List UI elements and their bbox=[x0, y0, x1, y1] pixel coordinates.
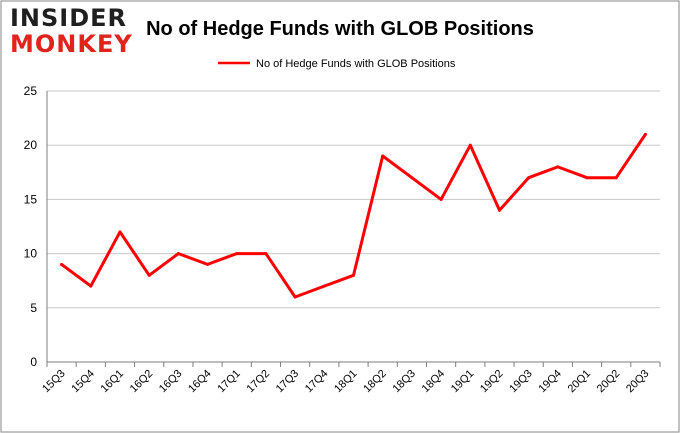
data-point bbox=[381, 154, 385, 158]
data-point bbox=[264, 252, 268, 256]
logo-line-2: MONKEY bbox=[10, 30, 133, 58]
data-point bbox=[643, 132, 647, 136]
data-point bbox=[468, 143, 472, 147]
data-point bbox=[147, 273, 151, 277]
data-point bbox=[585, 176, 589, 180]
y-tick-label: 20 bbox=[24, 138, 38, 152]
data-point bbox=[293, 295, 297, 299]
data-point bbox=[527, 176, 531, 180]
data-point bbox=[118, 230, 122, 234]
data-point bbox=[439, 197, 443, 201]
y-tick-label: 25 bbox=[24, 84, 38, 98]
data-point bbox=[60, 262, 64, 266]
y-tick-label: 15 bbox=[24, 192, 38, 206]
data-point bbox=[410, 176, 414, 180]
data-point bbox=[89, 284, 93, 288]
data-point bbox=[556, 165, 560, 169]
data-point bbox=[614, 176, 618, 180]
y-tick-label: 10 bbox=[24, 247, 38, 261]
legend: No of Hedge Funds with GLOB Positions bbox=[218, 58, 456, 70]
data-point bbox=[322, 284, 326, 288]
data-point bbox=[176, 252, 180, 256]
insider-monkey-logo: INSIDER MONKEY bbox=[10, 4, 133, 58]
data-point bbox=[235, 252, 239, 256]
chart-title: No of Hedge Funds with GLOB Positions bbox=[146, 18, 534, 40]
data-point bbox=[497, 208, 501, 212]
logo-line-1: INSIDER bbox=[10, 4, 127, 32]
data-point bbox=[352, 273, 355, 277]
data-point bbox=[206, 262, 210, 266]
y-tick-label: 5 bbox=[30, 301, 37, 315]
y-tick-label: 0 bbox=[30, 355, 37, 369]
legend-label: No of Hedge Funds with GLOB Positions bbox=[256, 58, 456, 70]
